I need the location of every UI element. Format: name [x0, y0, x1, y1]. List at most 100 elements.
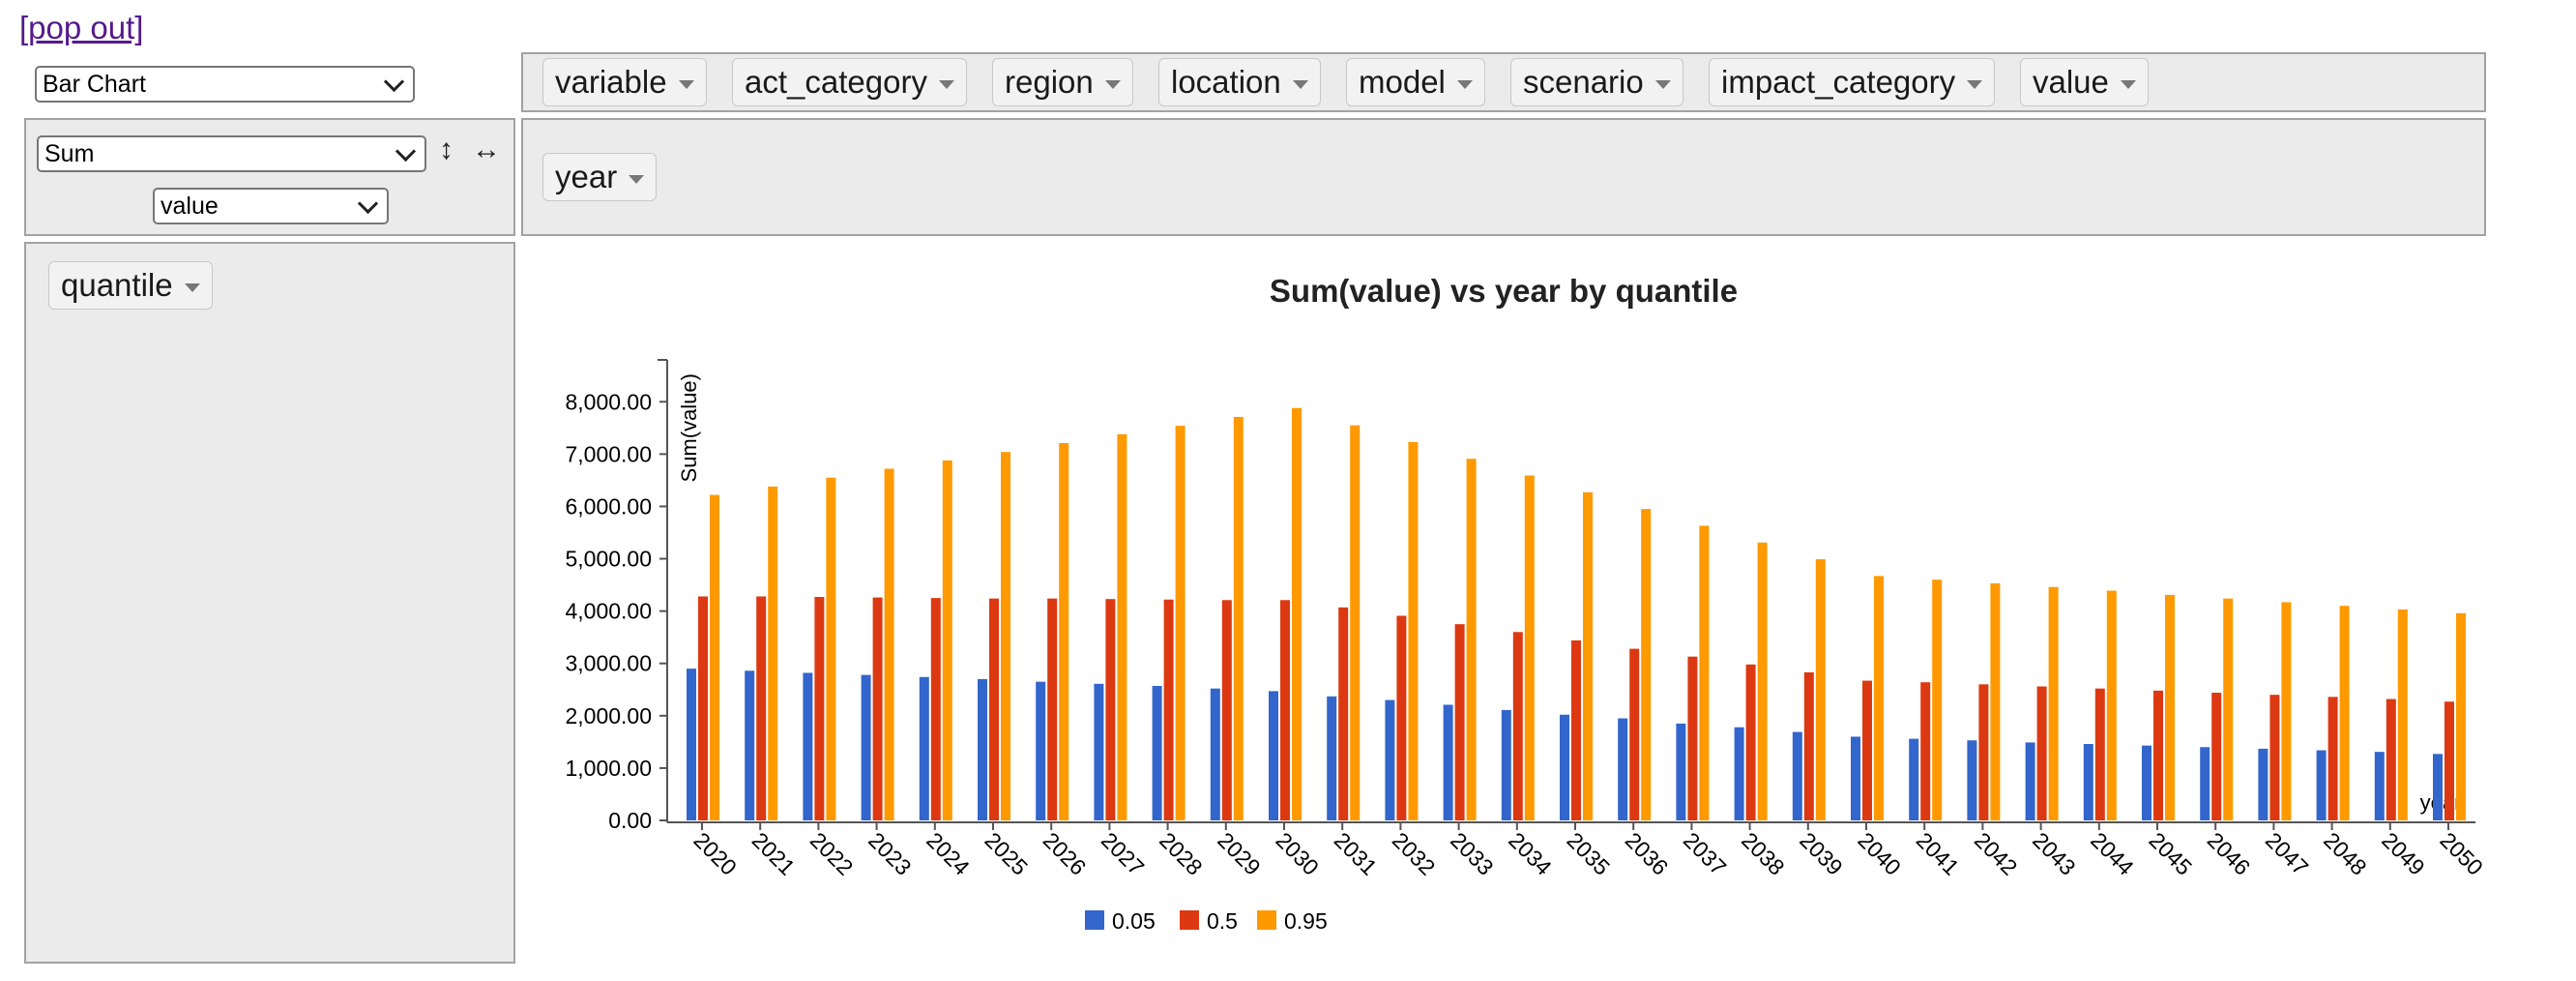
x-tick-label: 2033: [1446, 827, 1499, 880]
x-tick-label: 2037: [1679, 827, 1732, 880]
chevron-down-icon: [383, 71, 405, 92]
bar-0.95-2043: [2048, 586, 2059, 820]
sort-rows-toggle[interactable]: ↕: [439, 134, 454, 165]
dropdown-triangle-icon[interactable]: [184, 282, 200, 292]
renderer-select-value: Bar Chart: [43, 70, 146, 98]
y-tick-label: 7,000.00: [565, 441, 652, 466]
attribute-select-value: value: [161, 192, 219, 220]
x-tick-label: 2049: [2377, 827, 2430, 880]
bar-0.95-2035: [1583, 491, 1593, 820]
attribute-chip-year[interactable]: year: [542, 153, 658, 201]
bar-0.05-2037: [1676, 723, 1686, 820]
dropdown-triangle-icon[interactable]: [1967, 79, 1983, 89]
attribute-chip-variable[interactable]: variable: [542, 58, 707, 106]
x-tick-label: 2031: [1330, 827, 1383, 880]
sort-cols-toggle[interactable]: ↔: [472, 134, 501, 165]
bar-0.05-2041: [1909, 738, 1919, 820]
bar-0.95-2023: [884, 468, 894, 820]
dropdown-triangle-icon[interactable]: [678, 79, 694, 89]
attribute-chip-impact-category[interactable]: impact_category: [1709, 58, 1996, 106]
bar-0.95-2040: [1874, 576, 1884, 820]
bar-0.5-2041: [1920, 682, 1931, 820]
y-axis-label: Sum(value): [677, 373, 701, 482]
bar-0.5-2031: [1338, 607, 1349, 820]
dropdown-triangle-icon[interactable]: [1104, 79, 1121, 89]
bar-0.5-2026: [1047, 598, 1058, 820]
x-tick-label: 2030: [1271, 827, 1324, 880]
bar-0.95-2029: [1233, 416, 1244, 820]
x-tick-label: 2022: [805, 827, 859, 880]
attribute-chip-value[interactable]: value: [2020, 58, 2149, 106]
legend-label-0.95: 0.95: [1284, 908, 1328, 934]
renderer-select[interactable]: Bar Chart: [35, 66, 415, 103]
x-tick-label: 2045: [2144, 827, 2197, 880]
x-tick-label: 2023: [864, 827, 917, 880]
chevron-down-icon: [395, 140, 417, 162]
bar-0.5-2043: [2036, 686, 2047, 820]
bar-0.95-2024: [942, 460, 952, 820]
attribute-chip-label: variable: [555, 64, 667, 100]
dropdown-triangle-icon[interactable]: [1292, 79, 1308, 89]
chevron-down-icon: [357, 193, 379, 214]
bar-0.5-2025: [989, 598, 999, 820]
bar-0.5-2024: [930, 598, 941, 820]
attribute-select[interactable]: value: [153, 188, 389, 224]
bar-0.5-2027: [1105, 599, 1116, 820]
x-tick-label: 2024: [922, 827, 975, 880]
attribute-chip-model[interactable]: model: [1346, 58, 1485, 106]
dropdown-triangle-icon[interactable]: [1654, 79, 1671, 89]
attribute-chip-region[interactable]: region: [992, 58, 1133, 106]
bar-0.5-2045: [2153, 690, 2163, 820]
attribute-chip-location[interactable]: location: [1158, 58, 1321, 106]
bar-0.05-2046: [2200, 747, 2210, 820]
bar-0.5-2032: [1396, 615, 1407, 820]
bar-0.95-2028: [1175, 426, 1186, 820]
bar-0.05-2036: [1618, 718, 1628, 820]
bar-0.5-2044: [2094, 688, 2105, 820]
attribute-chip-act-category[interactable]: act_category: [732, 58, 967, 106]
x-tick-label: 2029: [1213, 827, 1266, 880]
bar-0.95-2033: [1466, 459, 1477, 820]
bar-0.5-2042: [1978, 684, 1989, 820]
pop-out-link[interactable]: [pop out]: [19, 10, 144, 45]
bar-0.5-2046: [2211, 693, 2222, 820]
bar-0.05-2031: [1327, 696, 1337, 820]
bar-0.95-2027: [1117, 433, 1127, 820]
bar-0.95-2034: [1524, 475, 1535, 820]
bar-0.95-2020: [710, 494, 719, 820]
x-tick-label: 2047: [2261, 827, 2314, 880]
y-tick-label: 8,000.00: [565, 389, 652, 414]
bar-0.05-2038: [1734, 727, 1744, 820]
row-attributes-panel: [24, 242, 515, 964]
bar-0.05-2044: [2083, 744, 2093, 820]
y-tick-label: 5,000.00: [565, 547, 652, 572]
bar-0.05-2048: [2316, 750, 2327, 820]
bar-0.05-2025: [978, 678, 987, 820]
bar-0.05-2033: [1443, 704, 1453, 820]
attribute-chip-label: scenario: [1523, 64, 1644, 100]
x-tick-label: 2050: [2435, 827, 2488, 880]
dropdown-triangle-icon[interactable]: [629, 174, 645, 184]
x-tick-label: 2025: [980, 827, 1033, 880]
bar-0.05-2035: [1560, 714, 1569, 820]
bar-0.95-2021: [768, 486, 778, 820]
bar-0.05-2047: [2258, 748, 2269, 820]
bar-0.05-2043: [2025, 742, 2035, 820]
dropdown-triangle-icon[interactable]: [2120, 79, 2136, 89]
bar-0.95-2044: [2106, 590, 2117, 820]
legend-swatch-0.95: [1257, 910, 1276, 930]
attribute-chip-quantile[interactable]: quantile: [48, 261, 213, 310]
attribute-chip-label: value: [2033, 64, 2109, 100]
bar-0.5-2030: [1280, 600, 1290, 820]
dropdown-triangle-icon[interactable]: [1456, 79, 1473, 89]
bar-0.95-2032: [1408, 441, 1419, 820]
dropdown-triangle-icon[interactable]: [938, 79, 954, 89]
bar-0.95-2046: [2223, 598, 2234, 820]
bar-0.95-2050: [2456, 612, 2466, 820]
bar-0.05-2039: [1792, 731, 1802, 820]
attribute-chip-scenario[interactable]: scenario: [1510, 58, 1683, 106]
bar-0.95-2037: [1699, 525, 1710, 820]
legend-swatch-0.05: [1085, 910, 1104, 930]
aggregator-select[interactable]: Sum: [37, 135, 426, 172]
x-tick-label: 2043: [2028, 827, 2081, 880]
